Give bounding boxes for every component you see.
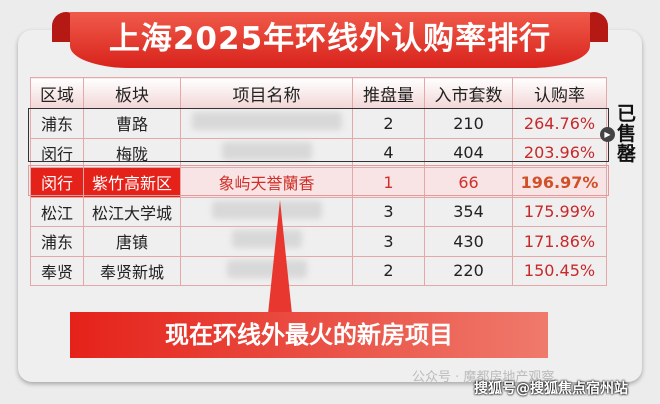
area: 曹路: [83, 108, 181, 139]
project-blurred: [180, 196, 353, 227]
rate: 196.97%: [512, 167, 607, 198]
area: 唐镇: [83, 226, 181, 257]
rate: 150.45%: [512, 255, 607, 286]
col-batches: 推盘量: [352, 77, 425, 109]
units: 354: [424, 196, 513, 227]
district: 闵行: [30, 137, 84, 168]
col-area: 板块: [83, 77, 181, 109]
table-row-highlight: 闵行 紫竹高新区 象屿天誉蘭香 1 66 196.97%: [30, 167, 607, 198]
batches: 4: [352, 137, 425, 168]
area: 松江大学城: [83, 196, 181, 227]
district: 奉贤: [30, 255, 84, 286]
rate: 175.99%: [512, 196, 607, 227]
table-row: 闵行 梅陇 4 404 203.96%: [30, 137, 607, 168]
area: 紫竹高新区: [83, 167, 181, 198]
watermark-wechat: 公众号 · 魔都房地产观察: [412, 370, 555, 385]
district: 闵行: [30, 167, 84, 198]
units: 430: [424, 226, 513, 257]
ranking-table: 区域 板块 项目名称 推盘量 入市套数 认购率 浦东 曹路 2 210 264.76% …: [30, 77, 607, 286]
units: 220: [424, 255, 513, 286]
play-arrow-icon: ▶: [600, 127, 615, 142]
col-project: 项目名称: [180, 77, 353, 109]
table-row: 浦东 唐镇 3 430 171.86%: [30, 226, 607, 257]
project-blurred: [180, 108, 353, 139]
highlight-outline: [28, 165, 609, 196]
batches: 2: [352, 255, 425, 286]
project-blurred: [180, 137, 353, 168]
callout-banner: 现在环线外最火的新房项目: [70, 312, 548, 358]
title-banner: 上海2025年环线外认购率排行: [70, 12, 590, 68]
project-blurred: [180, 255, 353, 286]
sold-out-outline: [28, 108, 609, 162]
col-district: 区域: [30, 77, 84, 109]
col-units: 入市套数: [424, 77, 513, 109]
col-rate: 认购率: [512, 77, 607, 109]
batches: 3: [352, 196, 425, 227]
table-row: 浦东 曹路 2 210 264.76%: [30, 108, 607, 139]
district: 浦东: [30, 226, 84, 257]
table-row: 奉贤 奉贤新城 2 220 150.45%: [30, 255, 607, 286]
rate: 171.86%: [512, 226, 607, 257]
area: 奉贤新城: [83, 255, 181, 286]
district: 松江: [30, 196, 84, 227]
table-header: 区域 板块 项目名称 推盘量 入市套数 认购率: [30, 77, 607, 109]
batches: 3: [352, 226, 425, 257]
rate: 203.96%: [512, 137, 607, 168]
sold-out-label: 已售罄: [617, 103, 637, 165]
watermark-sohu: 搜狐号@搜狐焦点宿州站: [474, 381, 628, 397]
project-blurred: [180, 226, 353, 257]
project: 象屿天誉蘭香: [180, 167, 353, 198]
table-row: 松江 松江大学城 3 354 175.99%: [30, 196, 607, 227]
